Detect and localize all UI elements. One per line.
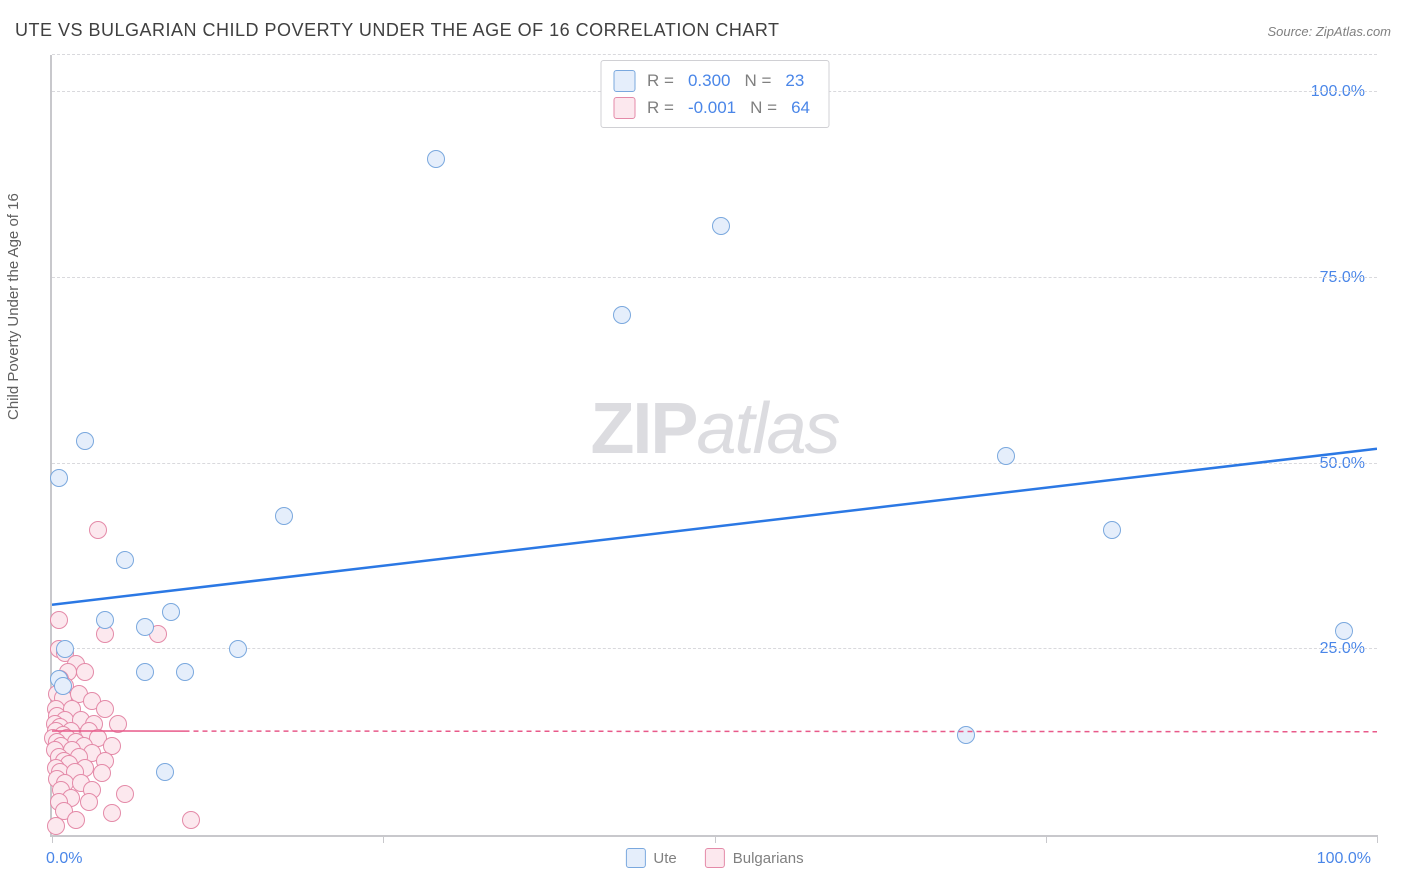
x-tick [52,835,53,843]
ute-n-value: 23 [779,67,810,94]
x-tick [1377,835,1378,843]
ute-legend-label: Ute [653,850,676,867]
y-axis-label: Child Poverty Under the Age of 16 [5,193,22,420]
r-label: R = [647,67,674,94]
x-tick [715,835,716,843]
stats-legend-box: R = 0.300 N = 23 R = -0.001 N = 64 [600,60,829,128]
trendline [52,449,1377,605]
r-label: R = [647,94,674,121]
trendlines-layer [52,55,1377,835]
x-tick-label: 0.0% [46,850,82,868]
chart-title: UTE VS BULGARIAN CHILD POVERTY UNDER THE… [15,20,780,41]
x-tick [383,835,384,843]
ute-legend-swatch [625,848,645,868]
bulgarians-legend-swatch [705,848,725,868]
x-tick-label: 100.0% [1317,850,1371,868]
ute-swatch [613,70,635,92]
ute-r-value: 0.300 [682,67,737,94]
legend: Ute Bulgarians [625,848,803,868]
trendline [185,731,1378,732]
stats-row-ute: R = 0.300 N = 23 [613,67,816,94]
stats-row-bulgarians: R = -0.001 N = 64 [613,94,816,121]
n-label: N = [750,94,777,121]
legend-item-bulgarians: Bulgarians [705,848,804,868]
bulgarians-r-value: -0.001 [682,94,742,121]
bulgarians-legend-label: Bulgarians [733,850,804,867]
x-tick [1046,835,1047,843]
bulgarians-n-value: 64 [785,94,816,121]
legend-item-ute: Ute [625,848,676,868]
bulgarians-swatch [613,97,635,119]
n-label: N = [744,67,771,94]
chart-plot-area: ZIPatlas R = 0.300 N = 23 R = -0.001 N =… [50,55,1377,837]
source-attribution: Source: ZipAtlas.com [1267,24,1391,39]
